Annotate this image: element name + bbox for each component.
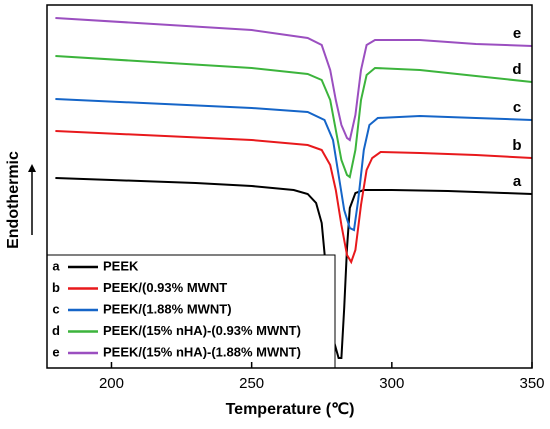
plot-frame [46, 4, 533, 369]
y-arrow-head [28, 164, 36, 172]
series-label: e [513, 25, 521, 42]
series-label: d [512, 61, 521, 78]
legend-letter: e [52, 344, 59, 359]
legend-letter: d [52, 323, 60, 338]
x-tick-label: 250 [239, 375, 264, 392]
x-tick-label: 350 [519, 375, 544, 392]
legend-entry: PEEK/(15% nHA)-(1.88% MWNT) [103, 344, 301, 359]
series-line [55, 98, 532, 232]
series-label: a [513, 173, 522, 190]
series-line [55, 55, 532, 179]
legend-letter: a [52, 258, 60, 273]
plot-lines [55, 17, 532, 359]
series-line [55, 177, 532, 359]
x-axis-label: Temperature (℃) [226, 401, 355, 418]
legend-entry: PEEK/(1.88% MWNT) [103, 301, 232, 316]
legend-entry: PEEK/(15% nHA)-(0.93% MWNT) [103, 323, 301, 338]
series-line [55, 130, 532, 265]
series-line [55, 17, 532, 142]
legend-entry: PEEK/(0.93% MWNT [103, 280, 227, 295]
legend-box [46, 254, 336, 369]
series-label: b [512, 137, 521, 154]
x-tick-label: 300 [379, 375, 404, 392]
legend-letter: c [52, 301, 59, 316]
x-tick-label: 200 [99, 375, 124, 392]
y-axis-label: Endothermic [5, 151, 22, 249]
series-label: c [513, 99, 521, 116]
legend-letter: b [52, 280, 60, 295]
legend: a PEEK b PEEK/(0.93% MWNT c PEEK/(1.88% MWNT)… [46, 254, 336, 369]
legend-entry: PEEK [103, 258, 139, 273]
